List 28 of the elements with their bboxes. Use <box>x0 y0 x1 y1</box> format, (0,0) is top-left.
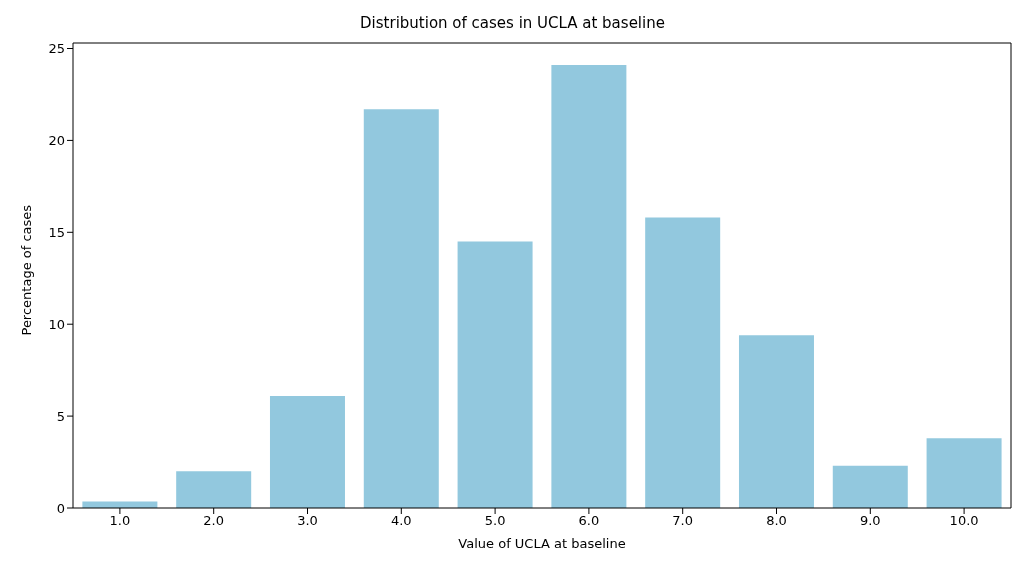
x-tick-label: 5.0 <box>484 513 506 529</box>
bar <box>926 438 1002 508</box>
x-tick-label: 6.0 <box>578 513 600 529</box>
bar <box>551 65 627 508</box>
y-tick-label: 15 <box>48 224 65 240</box>
y-tick-label: 25 <box>48 41 65 57</box>
x-tick-label: 9.0 <box>859 513 881 529</box>
bar <box>738 335 814 508</box>
x-tick-label: 1.0 <box>109 513 131 529</box>
y-tick-label: 0 <box>56 500 65 516</box>
x-tick-label: 7.0 <box>672 513 694 529</box>
bar <box>832 465 908 508</box>
bar <box>645 217 721 508</box>
bar <box>457 241 533 508</box>
x-tick-label: 10.0 <box>949 513 979 529</box>
y-tick-label: 10 <box>48 316 65 332</box>
x-tick-label: 2.0 <box>203 513 225 529</box>
y-axis-title: Percentage of cases <box>18 204 34 336</box>
chart-title: Distribution of cases in UCLA at baseline <box>359 14 666 32</box>
bar <box>269 395 345 508</box>
bar <box>363 109 439 508</box>
x-tick-label: 8.0 <box>766 513 787 529</box>
x-axis-title: Value of UCLA at baseline <box>458 536 626 551</box>
y-tick-label: 20 <box>48 133 65 149</box>
bar <box>176 471 252 508</box>
x-tick-label: 4.0 <box>390 513 412 529</box>
x-tick-label: 3.0 <box>297 513 318 529</box>
y-tick-label: 5 <box>56 408 65 424</box>
